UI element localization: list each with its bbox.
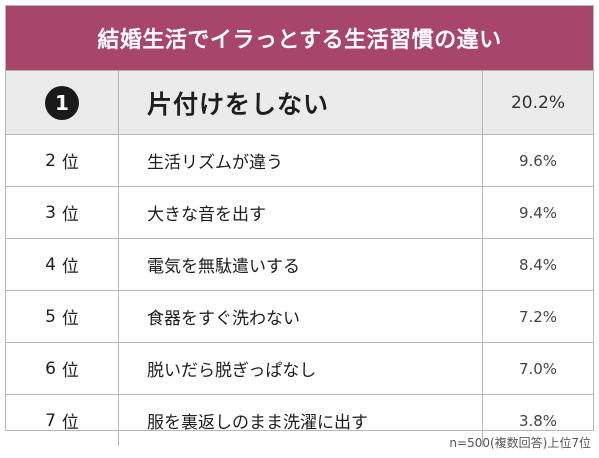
rank-number: 7 [45, 410, 56, 431]
item-cell: 脱いだら脱ぎっぱなし [119, 343, 483, 394]
rank-number: 3 [45, 202, 56, 223]
rank-number: 1 [55, 90, 69, 115]
item-label: 片付けをしない [147, 89, 330, 119]
rank-suffix: 位 [61, 361, 79, 381]
rank-suffix: 位 [61, 205, 79, 225]
percent-cell: 3.8% [483, 395, 593, 446]
item-label: 食器をすぐ洗わない [147, 309, 300, 329]
percent-cell: 7.0% [483, 343, 593, 394]
item-label: 脱いだら脱ぎっぱなし [147, 361, 317, 381]
item-cell: 大きな音を出す [119, 187, 483, 238]
percent-value: 7.0% [518, 359, 558, 378]
rank-suffix: 位 [61, 413, 79, 433]
item-cell: 電気を無駄遣いする [119, 239, 483, 290]
item-cell: 食器をすぐ洗わない [119, 291, 483, 342]
title-bar: 結婚生活でイラっとする生活習慣の違い [6, 6, 593, 70]
item-label: 大きな音を出す [147, 205, 266, 225]
percent-cell: 9.6% [483, 135, 593, 186]
rank-number: 6 [45, 358, 56, 379]
ranking-row-1: 1 片付けをしない 20.2% [6, 71, 593, 135]
footnote: n=500(複数回答)上位7位 [449, 436, 591, 450]
rank-suffix: 位 [61, 257, 79, 277]
rank-suffix: 位 [61, 153, 79, 173]
item-label: 服を裏返しのまま洗濯に出す [147, 413, 368, 433]
rank-number: 5 [45, 306, 56, 327]
percent-cell: 8.4% [483, 239, 593, 290]
item-cell: 片付けをしない [119, 71, 483, 134]
percent-value: 9.6% [518, 151, 558, 170]
percent-value: 3.8% [518, 411, 558, 430]
rank-number: 2 [45, 150, 56, 171]
rank-1-badge-icon: 1 [45, 85, 79, 120]
item-cell: 生活リズムが違う [119, 135, 483, 186]
percent-cell: 9.4% [483, 187, 593, 238]
rank-cell: 1 [6, 71, 119, 134]
rank-suffix: 位 [61, 309, 79, 329]
percent-cell: 7.2% [483, 291, 593, 342]
percent-value: 8.4% [518, 255, 558, 274]
page-title: 結婚生活でイラっとする生活習慣の違い [97, 28, 502, 53]
item-label: 電気を無駄遣いする [147, 257, 300, 277]
percent-value: 20.2% [510, 92, 565, 113]
percent-value: 9.4% [518, 203, 558, 222]
rank-number: 4 [45, 254, 56, 275]
item-label: 生活リズムが違う [147, 153, 283, 173]
percent-cell: 20.2% [483, 71, 593, 134]
item-cell: 服を裏返しのまま洗濯に出す [119, 395, 483, 446]
percent-value: 7.2% [518, 307, 558, 326]
